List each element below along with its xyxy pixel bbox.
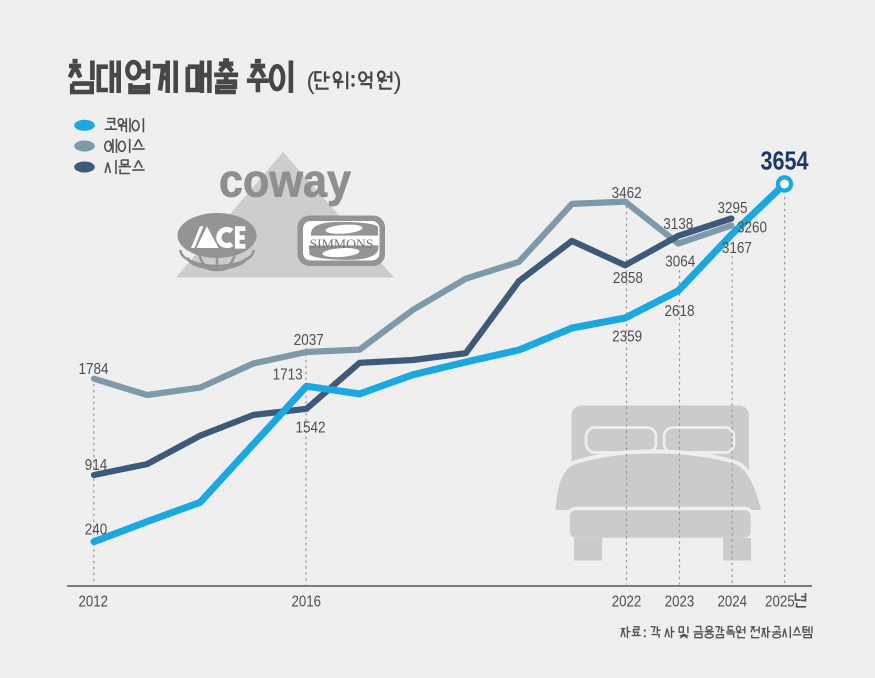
svg-text:3462: 3462	[612, 185, 642, 202]
svg-text:240: 240	[85, 522, 108, 539]
svg-text:2022: 2022	[612, 594, 642, 611]
svg-text:2037: 2037	[294, 332, 324, 349]
svg-text:(: (	[307, 68, 316, 95]
svg-text:SIMMONS: SIMMONS	[310, 237, 374, 251]
svg-text:3064: 3064	[665, 254, 695, 271]
svg-text:3295: 3295	[718, 200, 748, 217]
svg-text:): )	[394, 68, 402, 95]
svg-text:1713: 1713	[273, 367, 303, 384]
svg-text:3260: 3260	[737, 220, 767, 237]
svg-text:2025: 2025	[765, 594, 795, 611]
svg-text:3138: 3138	[663, 216, 693, 233]
svg-text:3654: 3654	[761, 146, 809, 176]
svg-text:2016: 2016	[292, 594, 322, 611]
svg-text:914: 914	[85, 457, 108, 474]
svg-text:coway: coway	[219, 155, 351, 207]
svg-text:2012: 2012	[79, 594, 109, 611]
svg-text:2359: 2359	[612, 329, 642, 346]
svg-text:1784: 1784	[79, 361, 109, 378]
svg-text:2024: 2024	[717, 594, 747, 611]
svg-text:2618: 2618	[665, 303, 695, 320]
svg-text:2858: 2858	[613, 270, 643, 287]
svg-text:2023: 2023	[665, 594, 695, 611]
svg-text:3167: 3167	[722, 240, 752, 257]
svg-text:1542: 1542	[296, 420, 326, 437]
